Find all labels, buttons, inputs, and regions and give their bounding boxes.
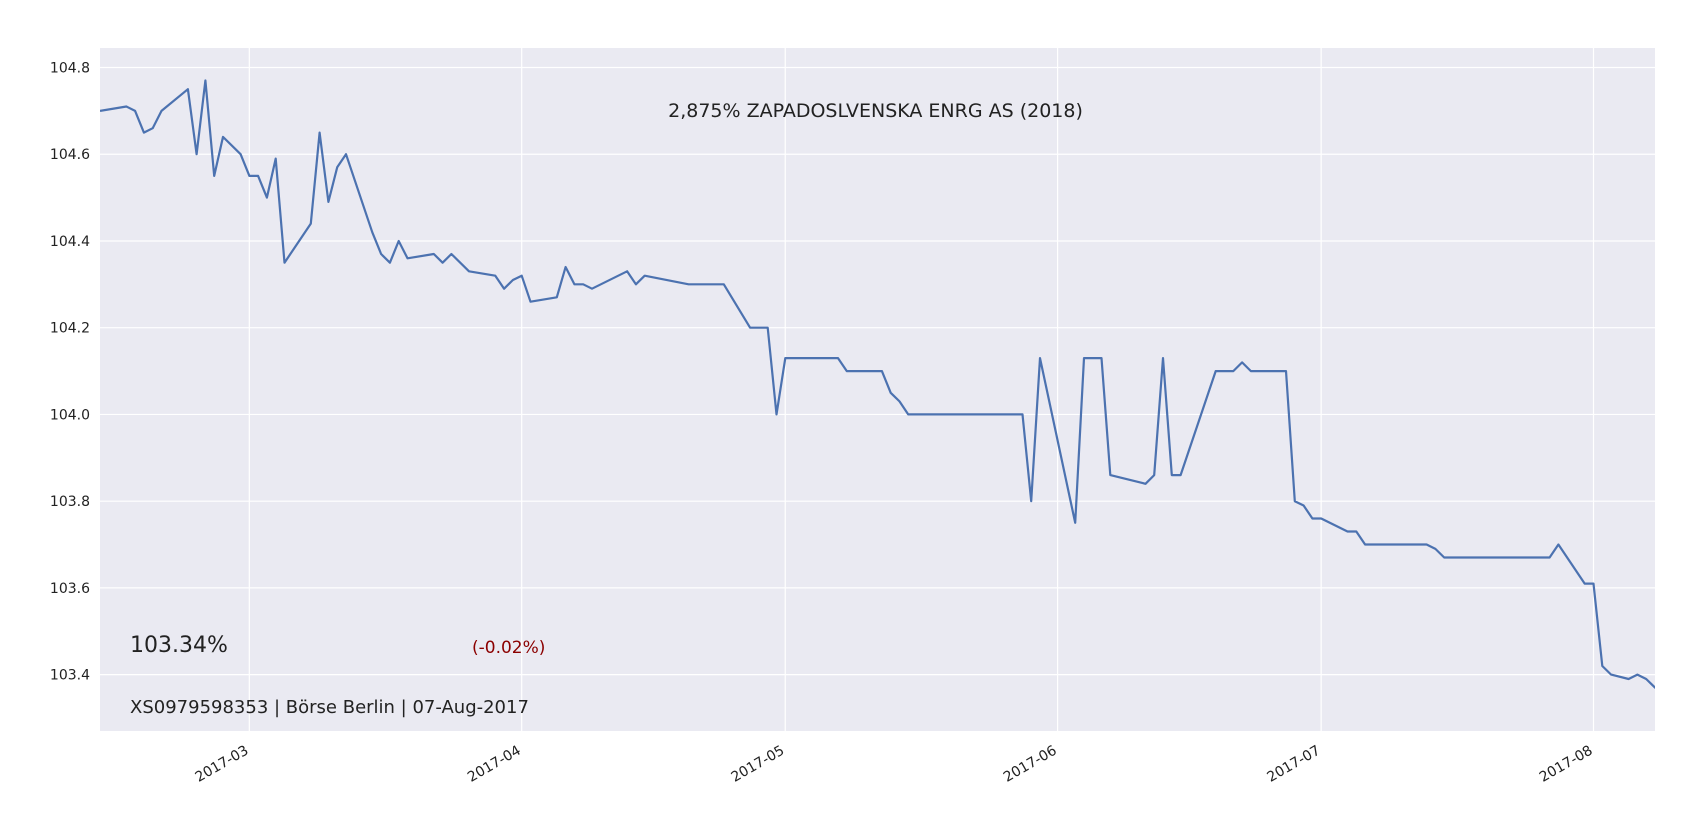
x-tick-label: 2017-06 xyxy=(1001,743,1060,786)
chart-title: 2,875% ZAPADOSLVENSKA ENRG AS (2018) xyxy=(668,100,1083,122)
x-axis: 2017-03 2017-04 2017-05 2017-06 2017-07 2017-… xyxy=(193,743,1596,786)
y-tick-label: 104.6 xyxy=(50,147,90,163)
y-tick-label: 104.2 xyxy=(50,321,90,337)
y-axis: 103.4 103.6 103.8 104.0 104.2 104.4 104.6 104.8 xyxy=(50,61,90,684)
plot-area xyxy=(100,48,1655,731)
price-series-line xyxy=(100,79,1655,689)
grid-lines xyxy=(100,48,1655,731)
series-group xyxy=(100,79,1655,689)
x-tick-label: 2017-07 xyxy=(1264,743,1323,786)
y-tick-label: 103.6 xyxy=(50,581,90,597)
y-tick-label: 103.8 xyxy=(50,494,90,510)
y-tick-label: 104.8 xyxy=(50,61,90,77)
y-tick-label: 103.4 xyxy=(50,668,90,684)
y-tick-label: 104.4 xyxy=(50,234,90,250)
x-tick-label: 2017-05 xyxy=(729,743,788,786)
instrument-info: XS0979598353 | Börse Berlin | 07-Aug-201… xyxy=(130,697,529,718)
x-tick-label: 2017-03 xyxy=(193,743,252,786)
y-tick-label: 104.0 xyxy=(50,407,90,423)
price-change: (-0.02%) xyxy=(472,638,545,658)
x-tick-label: 2017-08 xyxy=(1537,743,1596,786)
last-price: 103.34% xyxy=(130,633,228,658)
x-tick-label: 2017-04 xyxy=(465,743,524,786)
